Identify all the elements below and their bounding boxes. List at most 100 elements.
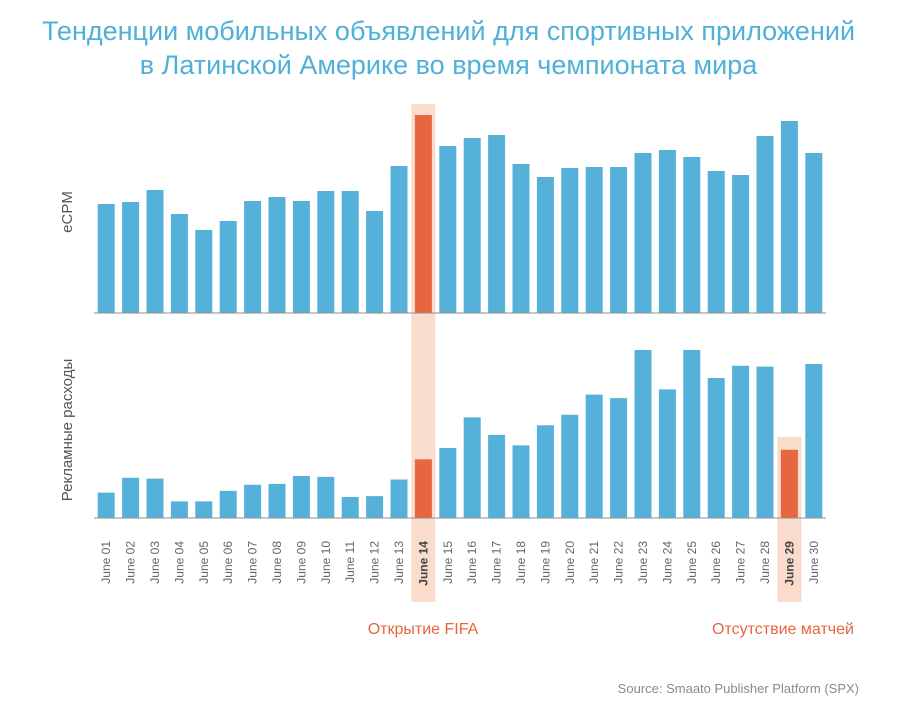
x-tick-june-21: June 21 [587,541,601,584]
ecpm-bar-june-20 [561,168,579,313]
x-tick-june-06: June 06 [221,541,235,584]
x-tick-june-26: June 26 [709,541,723,584]
x-tick-june-12: June 12 [368,541,382,584]
ad-spend-bar-june-28 [756,366,774,518]
x-tick-june-01: June 01 [99,541,113,584]
ecpm-bar-june-29 [780,121,798,313]
x-tick-labels: June 01 June 02 June 03 June 04 June 05 June … [99,541,821,586]
x-tick-june-11: June 11 [343,541,357,583]
ecpm-bar-june-27 [732,175,750,313]
chart-title-line-1: Тенденции мобильных объявлений для спорт… [41,16,856,46]
ecpm-bar-june-28 [756,136,774,313]
x-tick-june-16: June 16 [465,541,479,584]
ad-spend-bar-june-17 [488,434,506,518]
x-tick-june-22: June 22 [612,541,626,584]
ecpm-bar-june-03 [146,190,164,313]
ecpm-bars [97,115,823,313]
ad-spend-bar-june-21 [585,394,603,518]
ad-spend-bar-june-26 [707,378,725,518]
ecpm-bar-june-01 [97,204,115,313]
ecpm-bar-june-07 [244,201,262,313]
ad-spend-bar-june-27 [732,365,750,518]
chart-title-line-2: в Латинской Америке во время чемпионата … [139,50,758,80]
ad-spend-bar-june-13 [390,479,408,518]
x-tick-june-25: June 25 [685,541,699,584]
ecpm-bar-june-19 [536,177,554,313]
ad-spend-axis-label: Рекламные расходы [59,359,76,501]
ecpm-bar-june-21 [585,167,603,313]
x-tick-june-27: June 27 [734,541,748,584]
ecpm-bar-june-13 [390,166,408,313]
annotation-june-29: Отсутствие матчей [712,621,854,638]
ecpm-bar-june-16 [463,138,481,313]
ecpm-bar-june-14 [414,115,432,313]
ad-spend-bar-june-30 [805,364,823,518]
ad-spend-bar-june-25 [683,350,701,518]
x-tick-june-23: June 23 [636,541,650,584]
ecpm-bar-june-08 [268,197,286,313]
ad-spend-bar-june-20 [561,414,579,518]
ad-spend-bar-june-11 [341,497,359,518]
x-tick-june-28: June 28 [758,541,772,584]
x-tick-june-17: June 17 [490,541,504,584]
x-tick-june-05: June 05 [197,541,211,584]
annotations: Открытие FIFA Отсутствие матчей [368,621,854,638]
ecpm-bar-june-12 [366,211,384,313]
ad-spend-bar-june-03 [146,478,164,518]
ecpm-axis-label: eCPM [59,191,76,233]
x-tick-june-29: June 29 [782,541,796,586]
x-tick-june-09: June 09 [294,541,308,584]
ad-spend-bar-june-10 [317,476,335,518]
x-tick-june-20: June 20 [563,541,577,584]
ecpm-bar-june-10 [317,191,335,313]
ecpm-bar-june-17 [488,135,506,313]
x-tick-june-13: June 13 [392,541,406,584]
ad-spend-bars [97,350,823,518]
ad-spend-bar-june-07 [244,484,262,518]
ad-spend-bar-june-24 [658,389,676,518]
x-tick-june-14: June 14 [416,541,430,586]
ad-spend-bar-june-15 [439,448,457,518]
x-tick-june-30: June 30 [807,541,821,584]
ad-spend-bar-june-18 [512,445,530,518]
x-tick-june-15: June 15 [441,541,455,584]
ecpm-bar-june-24 [658,150,676,313]
ad-spend-bar-june-19 [536,425,554,518]
ad-spend-bar-june-16 [463,417,481,518]
ad-spend-bar-june-01 [97,492,115,518]
ecpm-bar-june-25 [683,157,701,313]
ad-spend-bar-june-29 [780,449,798,518]
ecpm-bar-june-05 [195,230,213,313]
annotation-june-14: Открытие FIFA [368,621,479,638]
ecpm-bar-june-26 [707,171,725,313]
ecpm-bar-june-22 [610,167,628,313]
ad-spend-bar-june-23 [634,350,652,518]
ad-spend-bar-june-09 [292,476,310,518]
ecpm-bar-june-04 [170,214,188,313]
x-tick-june-24: June 24 [660,541,674,584]
ecpm-bar-june-11 [341,191,359,313]
x-tick-june-03: June 03 [148,541,162,584]
ad-spend-bar-june-14 [414,459,432,518]
ecpm-bar-june-09 [292,201,310,313]
ad-spend-bar-june-08 [268,483,286,518]
ecpm-bar-june-15 [439,146,457,313]
ad-spend-bar-june-06 [219,490,237,518]
ecpm-bar-june-02 [122,202,140,313]
ad-spend-bar-june-12 [366,496,384,518]
ecpm-bar-june-18 [512,164,530,313]
x-tick-june-08: June 08 [270,541,284,584]
source-note: Source: Smaato Publisher Platform (SPX) [617,681,859,696]
ecpm-bar-june-30 [805,153,823,313]
ecpm-bar-june-06 [219,221,237,313]
ad-spend-bar-june-22 [610,398,628,518]
x-tick-june-19: June 19 [538,541,552,584]
x-tick-june-18: June 18 [514,541,528,584]
ad-spend-bar-june-04 [170,501,188,518]
ad-spend-bar-june-02 [122,477,140,518]
x-tick-june-02: June 02 [124,541,138,584]
x-tick-june-10: June 10 [319,541,333,584]
ecpm-bar-june-23 [634,153,652,313]
x-tick-june-07: June 07 [246,541,260,584]
